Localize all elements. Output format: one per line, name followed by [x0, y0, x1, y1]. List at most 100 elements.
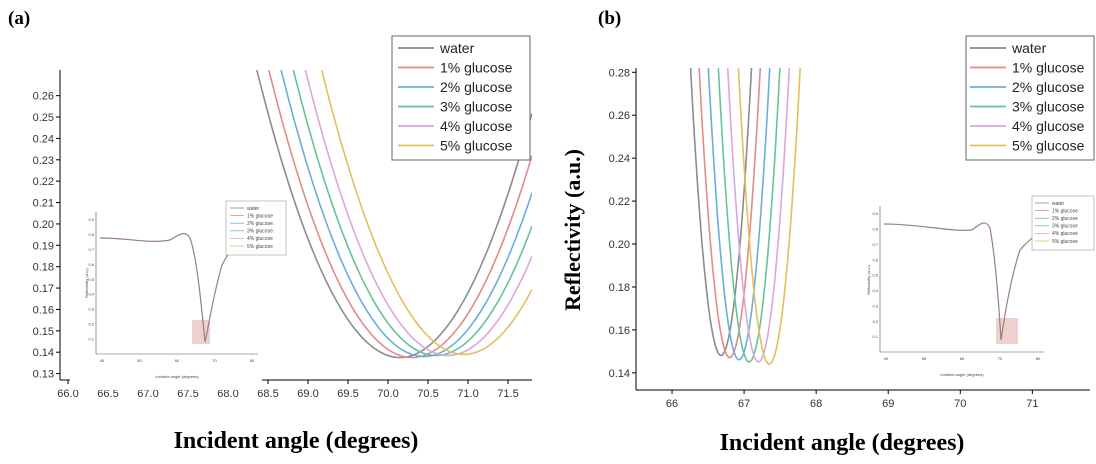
panel-b-inset-y-label: Reflectivity (a.u.)	[866, 264, 871, 294]
panel-a-curves	[256, 70, 532, 359]
x-tick-label: 69	[882, 398, 894, 410]
panel-b-curves	[689, 68, 801, 366]
inset-x-tick-label: 80	[250, 358, 255, 363]
legend-entry: 2% glucose	[440, 79, 513, 95]
inset-x-tick-label: 50	[137, 358, 142, 363]
series-line-2-glucose	[707, 68, 771, 361]
series-line-water	[256, 70, 532, 359]
x-tick-label: 68	[810, 398, 822, 410]
inset-y-tick-label: 0.8	[88, 232, 94, 237]
legend-entry: water	[439, 40, 475, 56]
y-tick-label: 0.20	[33, 219, 54, 231]
y-tick-label: 0.18	[609, 282, 630, 294]
inset-y-tick-label: 0.8	[872, 227, 878, 232]
y-tick-label: 0.18	[33, 262, 54, 274]
y-tick-label: 0.16	[33, 304, 54, 316]
inset-y-tick-label: 0.7	[872, 242, 878, 247]
y-tick-label: 0.23	[33, 155, 54, 167]
y-tick-label: 0.22	[609, 196, 630, 208]
inset-x-tick-label: 70	[212, 358, 217, 363]
inset-legend-entry: 1% glucose	[1052, 208, 1078, 214]
y-tick-label: 0.17	[33, 283, 54, 295]
panel-a-inset-x-label: Incident angle (degrees)	[155, 374, 199, 379]
x-tick-label: 68.5	[257, 388, 278, 400]
y-tick-label: 0.20	[609, 239, 630, 251]
legend-entry: 1% glucose	[440, 60, 513, 76]
x-tick-label: 69.0	[297, 388, 318, 400]
panel-a-x-axis-label: Incident angle (degrees)	[174, 428, 419, 454]
y-tick-label: 0.15	[33, 326, 54, 338]
legend-entry: 1% glucose	[1012, 60, 1085, 76]
legend-entry: 2% glucose	[1012, 79, 1085, 95]
panel-b-label: (b)	[598, 8, 621, 29]
series-line-1-glucose	[698, 68, 762, 359]
inset-x-tick-label: 40	[884, 356, 889, 361]
x-tick-label: 67.5	[177, 388, 198, 400]
inset-x-tick-label: 60	[175, 358, 180, 363]
panel-a-x-ticks: 66.0 66.5 67.0 67.5 68.0 68.5 69.0 69.5 70.0 70.5…	[57, 380, 519, 400]
panel-a-inset-curve	[99, 231, 259, 343]
panel-b-y-ticks: 0.14 0.16 0.18 0.20 0.22 0.24 0.26 0.28	[609, 67, 636, 380]
x-tick-label: 70.5	[417, 388, 438, 400]
panel-a-legend: water 1% glucose 2% glucose 3% glucose 4% gl…	[391, 35, 531, 161]
inset-legend-entry: 5% glucose	[247, 244, 273, 250]
x-tick-label: 71.5	[497, 388, 518, 400]
panel-a-y-ticks: 0.13 0.14 0.15 0.16 0.17 0.18 0.19 0.20 0.21 0.22…	[33, 91, 60, 381]
inset-y-tick-label: 0.5	[872, 273, 878, 278]
panel-a: (a) 0.130.140.150.160.170.180.190.200.21…	[8, 8, 532, 454]
x-tick-label: 71	[1026, 398, 1038, 410]
series-line-4-glucose	[304, 70, 532, 357]
legend-entry: 4% glucose	[440, 118, 513, 134]
x-tick-label: 71.0	[457, 388, 478, 400]
panel-b-x-ticks: 66 67 68 69 70 71	[666, 390, 1038, 410]
series-line-3-glucose	[292, 70, 532, 357]
inset-y-tick-label: 0.2	[872, 319, 878, 324]
series-line-5-glucose	[320, 70, 532, 356]
y-tick-label: 0.26	[33, 91, 54, 103]
x-tick-label: 66	[666, 398, 678, 410]
inset-y-tick-label: 0.9	[872, 211, 878, 216]
inset-y-tick-label: 0.3	[872, 303, 878, 308]
inset-x-tick-label: 70	[998, 356, 1003, 361]
y-tick-label: 0.14	[33, 347, 54, 359]
panel-a-label: (a)	[8, 8, 30, 29]
panel-b-legend-box	[965, 35, 1095, 161]
y-tick-label: 0.14	[609, 368, 630, 380]
inset-x-tick-label: 80	[1036, 356, 1041, 361]
inset-x-tick-label: 60	[960, 356, 965, 361]
y-tick-label: 0.24	[609, 153, 630, 165]
inset-y-tick-label: 0.1	[872, 334, 878, 339]
y-tick-label: 0.25	[33, 112, 54, 124]
panel-b-inset-curve	[883, 222, 1051, 341]
inset-y-tick-label: 0.4	[88, 292, 94, 297]
inset-y-tick-label: 0.4	[872, 288, 878, 293]
inset-y-tick-label: 0.9	[88, 217, 94, 222]
x-tick-label: 70.0	[377, 388, 398, 400]
legend-entry: 3% glucose	[1012, 99, 1085, 115]
inset-legend-entry: water	[247, 206, 260, 212]
inset-legend-entry: 3% glucose	[1052, 224, 1078, 230]
panel-b: (b) 0.140.160.180.200.220.240.260.28 66 6…	[560, 8, 1095, 456]
series-line-1-glucose	[268, 70, 532, 359]
inset-y-tick-label: 0.6	[872, 257, 878, 262]
panel-b-y-axis-label: Reflectivity (a.u.)	[560, 149, 585, 311]
inset-y-tick-label: 0.6	[88, 262, 94, 267]
inset-y-tick-label: 0.7	[88, 247, 94, 252]
inset-y-tick-label: 0.3	[88, 307, 94, 312]
inset-legend-entry: 1% glucose	[247, 213, 273, 219]
x-tick-label: 66.5	[97, 388, 118, 400]
panel-a-inset: 0.1 0.2 0.3 0.4 0.5 0.6 0.7 0.8 0.9 40 50 60 70 80 R…	[70, 200, 287, 390]
panel-b-x-axis-label: Incident angle (degrees)	[720, 430, 965, 456]
series-line-2-glucose	[280, 70, 532, 358]
x-tick-label: 66.0	[57, 388, 78, 400]
legend-entry: 3% glucose	[440, 99, 513, 115]
x-tick-label: 67	[738, 398, 750, 410]
legend-entry: water	[1011, 40, 1047, 56]
inset-x-tick-label: 40	[100, 358, 105, 363]
panel-b-legend: water 1% glucose 2% glucose 3% glucose 4% gl…	[965, 35, 1095, 161]
x-tick-label: 70	[954, 398, 966, 410]
y-tick-label: 0.28	[609, 67, 630, 79]
inset-legend-entry: 4% glucose	[247, 236, 273, 242]
legend-entry: 5% glucose	[1012, 138, 1085, 154]
